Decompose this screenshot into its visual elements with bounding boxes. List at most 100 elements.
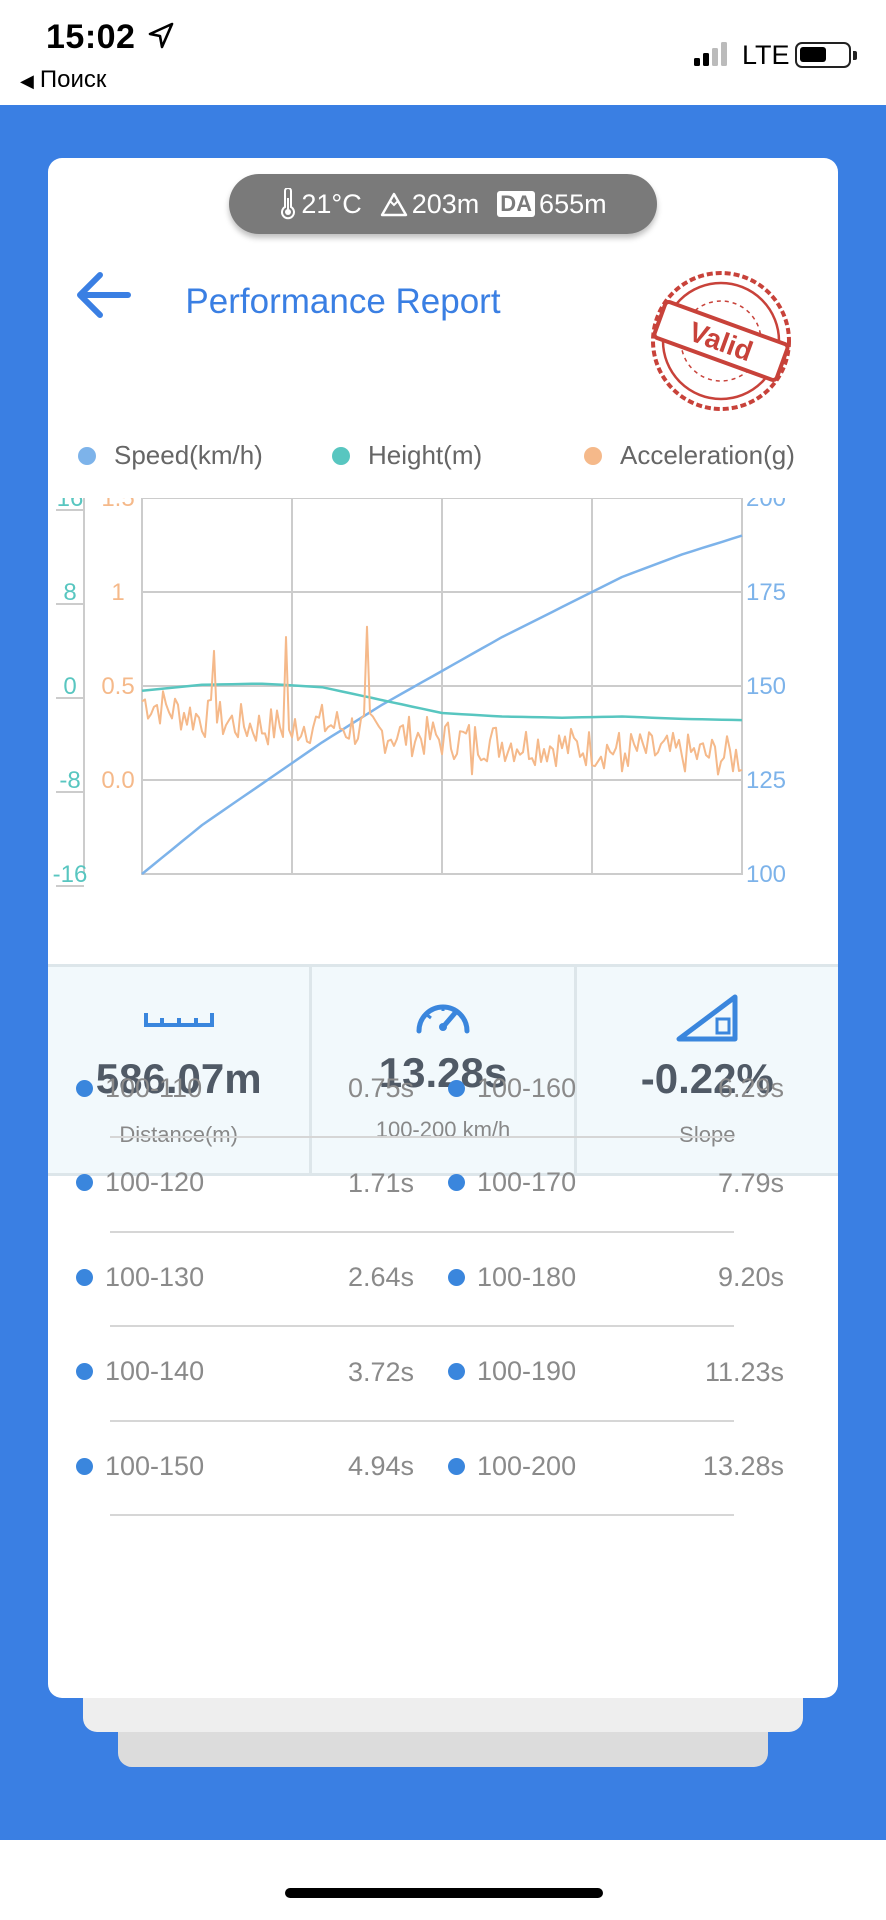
row-divider	[110, 1136, 734, 1138]
axis-speed-ticks: 200 175 150 125 100	[746, 498, 786, 888]
ruler-icon	[143, 1013, 214, 1027]
axis-height-ticks: 16 8 0 -8 -16	[53, 498, 88, 888]
split-row: 100-110 0.75s 100-160 6.29s	[48, 1068, 838, 1148]
legend-label-speed: Speed(km/h)	[114, 440, 263, 470]
tick-label-height: 16	[57, 498, 84, 512]
split-time-right: 11.23s	[704, 1356, 784, 1387]
network-type: LTE	[742, 40, 790, 70]
axis-acceleration-ticks: 1.5 1 0.5 0.0	[101, 498, 134, 794]
legend-dot-speed	[78, 446, 96, 465]
chart-grid	[83, 498, 743, 875]
page-title: Performance Report	[185, 282, 501, 321]
split-range-left: 100-110	[76, 1068, 202, 1108]
tick-label-acceleration: 0.0	[101, 767, 134, 794]
split-time-left: 1.71s	[347, 1167, 414, 1198]
tick-label-speed: 200	[746, 498, 786, 512]
bullet-dot-icon	[76, 1268, 93, 1286]
split-time-right: 9.20s	[717, 1262, 784, 1292]
tick-label-speed: 175	[746, 579, 786, 606]
bullet-dot-icon	[448, 1268, 465, 1286]
chart-legend: Speed(km/h) Height(m) Acceleration(g)	[48, 440, 838, 480]
thermometer-icon	[281, 188, 296, 220]
split-row: 100-130 2.64s 100-180 9.20s	[48, 1257, 838, 1337]
tick-label-height: -8	[59, 767, 80, 794]
density-altitude-item: DA 655m	[497, 188, 607, 220]
row-divider	[110, 1419, 734, 1422]
split-range-label: 100-130	[105, 1261, 205, 1292]
legend-item-speed: Speed(km/h)	[78, 440, 263, 471]
tick-label-acceleration: 1	[111, 579, 124, 606]
stat-distance: 586.07m Distance(m)	[48, 967, 309, 1173]
status-bar: 15:02 ◀ Поиск LTE	[0, 0, 886, 105]
split-time-left: 2.64s	[347, 1262, 414, 1292]
split-range-label: 100-160	[477, 1072, 577, 1103]
tick-label-acceleration: 1.5	[101, 498, 134, 512]
slope-value: -0.22%	[640, 1055, 774, 1102]
density-altitude-value: 655m	[539, 188, 607, 219]
split-time-right: 13.28s	[702, 1451, 784, 1481]
split-range-label: 100-180	[477, 1261, 577, 1292]
row-divider	[110, 1230, 734, 1233]
split-range-label: 100-120	[105, 1167, 205, 1197]
split-time-left: 3.72s	[347, 1356, 414, 1387]
split-range-right: 100-200	[448, 1446, 576, 1486]
slope-icon	[676, 994, 738, 1042]
bullet-dot-icon	[76, 1079, 93, 1097]
temperature-item: 21°C	[279, 188, 362, 220]
report-card: 21°C 203m DA 655m Performance Report Val…	[48, 158, 838, 1698]
tick-label-height: 8	[63, 579, 76, 606]
bullet-dot-icon	[76, 1174, 93, 1191]
tick-label-speed: 150	[746, 673, 786, 700]
split-time-left: 4.94s	[347, 1451, 414, 1481]
row-divider	[110, 1325, 734, 1327]
chart-series	[141, 534, 743, 875]
time-value: 13.28s	[378, 1049, 508, 1096]
tick-label-height: 0	[63, 673, 76, 700]
row-divider	[110, 1514, 734, 1516]
stat-slope: -0.22% Slope	[573, 967, 838, 1173]
density-altitude-badge: DA	[497, 191, 536, 217]
speedometer-icon	[416, 1004, 470, 1034]
legend-item-acceleration: Acceleration(g)	[584, 440, 795, 471]
split-range-left: 100-140	[76, 1352, 204, 1392]
legend-label-height: Height(m)	[368, 440, 483, 470]
split-range-right: 100-190	[448, 1352, 576, 1392]
cellular-signal-icon	[694, 42, 727, 66]
legend-label-acceleration: Acceleration(g)	[620, 440, 795, 470]
home-indicator[interactable]	[285, 1888, 603, 1898]
bullet-dot-icon	[448, 1174, 465, 1191]
split-range-label: 100-200	[477, 1450, 577, 1481]
slope-label: Slope	[679, 1122, 736, 1147]
split-range-label: 100-150	[105, 1450, 205, 1481]
legend-dot-acceleration	[584, 446, 602, 465]
split-range-label: 100-170	[477, 1167, 577, 1197]
split-row: 100-150 4.94s 100-200 13.28s	[48, 1446, 838, 1526]
valid-stamp-icon: Valid	[651, 271, 791, 411]
tick-label-speed: 125	[746, 767, 786, 794]
back-triangle-icon: ◀	[20, 71, 34, 91]
status-time: 15:02	[46, 18, 136, 56]
split-range-left: 100-130	[76, 1257, 204, 1297]
altitude-item: 203m	[380, 189, 479, 220]
battery-icon	[795, 42, 857, 68]
split-range-left: 100-120	[76, 1163, 204, 1203]
split-range-right: 100-180	[448, 1257, 576, 1297]
split-range-label: 100-110	[105, 1072, 203, 1103]
back-to-app-link[interactable]: ◀ Поиск	[20, 66, 106, 94]
tick-label-acceleration: 0.5	[101, 673, 134, 700]
bullet-dot-icon	[448, 1457, 465, 1475]
mountain-icon	[380, 192, 407, 217]
split-time-right: 7.79s	[717, 1167, 784, 1198]
back-arrow-icon[interactable]	[70, 270, 132, 320]
series-line-speed-km-h	[141, 534, 743, 875]
summary-stats: 586.07m Distance(m) 13.28s 100-200 km/h	[48, 964, 838, 1176]
distance-value: 586.07m	[95, 1055, 262, 1102]
split-range-right: 100-170	[448, 1163, 576, 1203]
series-line-height-m	[141, 682, 743, 722]
tick-label-height: -16	[53, 861, 88, 888]
conditions-pill: 21°C 203m DA 655m	[229, 174, 657, 234]
series-line-acceleration-g	[141, 625, 743, 776]
distance-label: Distance(m)	[119, 1122, 238, 1147]
split-time-left: 0.75s	[347, 1073, 414, 1103]
tick-label-speed: 100	[746, 861, 786, 888]
